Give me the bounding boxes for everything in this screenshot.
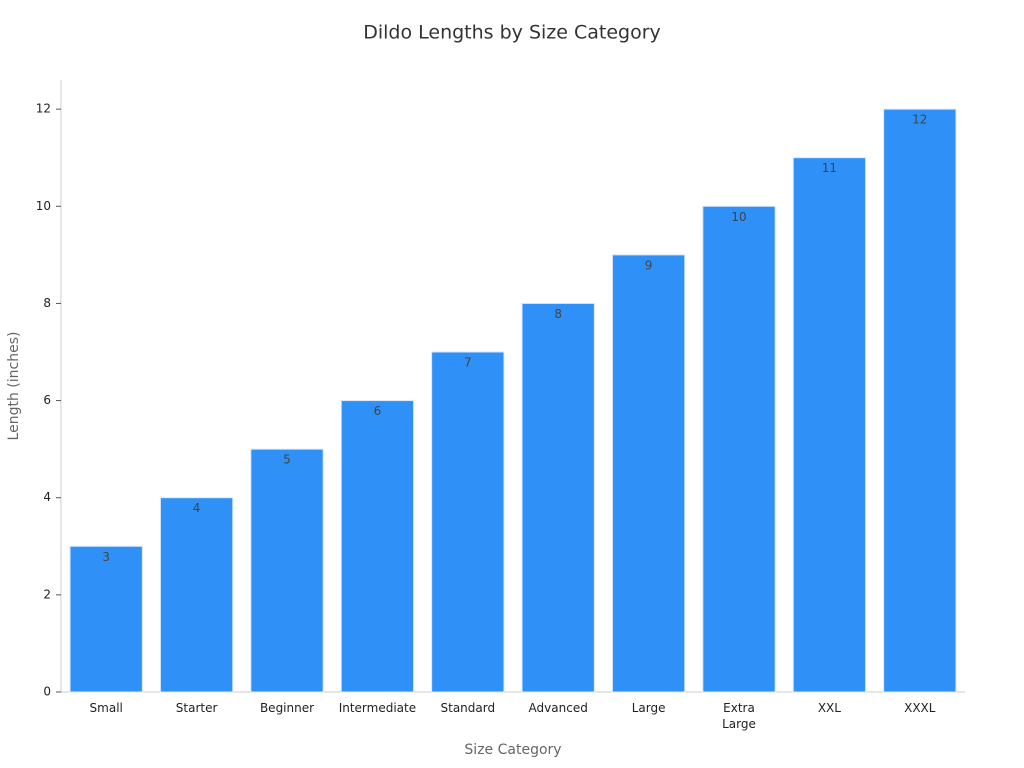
x-tick-label: Beginner (260, 701, 314, 715)
bar (159, 497, 234, 693)
bar (250, 448, 324, 693)
x-tick-label: Starter (176, 701, 218, 715)
value-label: 9 (645, 258, 653, 272)
bar (883, 108, 957, 693)
y-tick-label: 0 (43, 685, 51, 699)
x-tick-label: Standard (441, 701, 496, 715)
value-label: 5 (283, 453, 291, 467)
bar (792, 157, 867, 693)
x-tick-label: Large (632, 701, 666, 715)
value-label: 10 (731, 210, 746, 224)
bar (702, 205, 776, 693)
y-tick-label: 2 (43, 587, 51, 601)
value-label: 12 (912, 113, 927, 127)
y-tick-label: 12 (36, 102, 51, 116)
y-tick-label: 6 (43, 393, 51, 407)
y-tick-label: 10 (36, 199, 51, 213)
value-label: 6 (374, 404, 382, 418)
bar (611, 254, 686, 693)
value-label: 3 (102, 550, 110, 564)
value-label: 11 (822, 161, 837, 175)
x-tick-label: Advanced (529, 701, 588, 715)
y-tick-label: 8 (43, 296, 51, 310)
bar (340, 400, 415, 693)
value-label: 4 (193, 501, 201, 515)
x-tick-label: XXL (818, 701, 841, 715)
y-axis-label: Length (inches) (6, 332, 22, 441)
value-label: 7 (464, 356, 472, 370)
chart-title: Dildo Lengths by Size Category (363, 22, 661, 44)
bar (69, 545, 143, 693)
x-tick-label: Small (90, 701, 123, 715)
bar (521, 302, 595, 693)
y-tick-label: 4 (43, 490, 51, 504)
x-tick-label: Extra Large (722, 701, 756, 731)
value-label: 8 (554, 307, 562, 321)
x-tick-label: Intermediate (339, 701, 416, 715)
x-axis-label: Size Category (464, 742, 561, 758)
x-tick-label: XXXL (904, 701, 936, 715)
bar (431, 351, 505, 693)
